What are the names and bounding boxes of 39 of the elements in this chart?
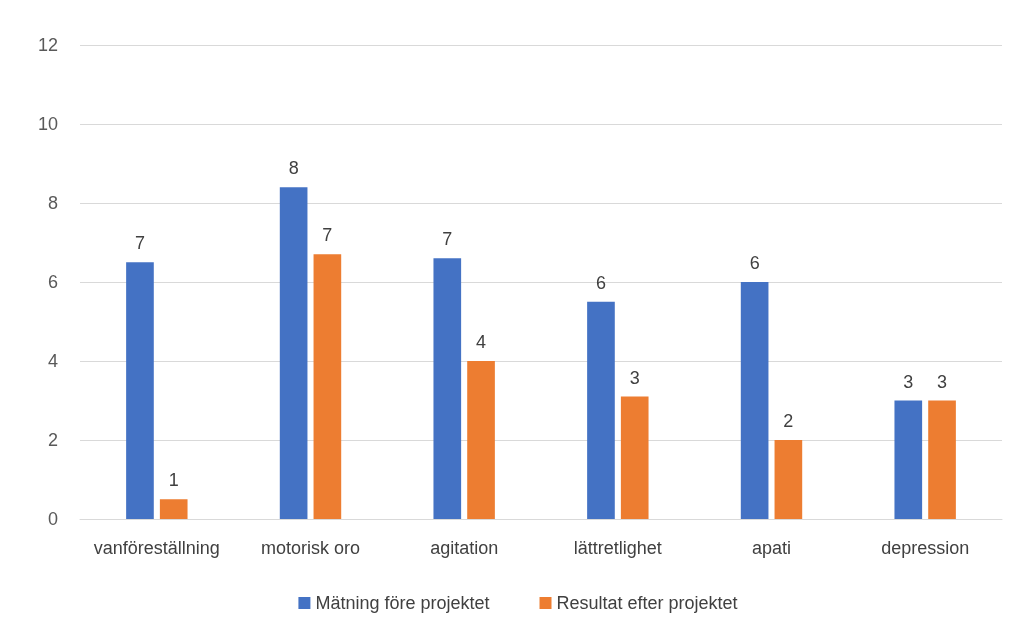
data-label: 2 xyxy=(783,411,794,431)
bar xyxy=(774,440,803,519)
y-tick-label: 10 xyxy=(37,114,58,134)
bar xyxy=(740,282,769,519)
data-label: 7 xyxy=(134,233,145,254)
x-tick-label: vanföreställning xyxy=(93,538,220,558)
bar xyxy=(126,262,154,519)
x-tick-label: lättretlighet xyxy=(573,538,662,558)
bar xyxy=(433,258,462,519)
legend-label: Mätning före projektet xyxy=(315,593,490,613)
bar xyxy=(928,400,956,519)
bar xyxy=(587,301,615,519)
y-tick-label: 4 xyxy=(47,351,58,371)
y-tick-label: 2 xyxy=(47,430,58,450)
bar xyxy=(894,400,923,519)
bar xyxy=(279,187,308,519)
data-label: 8 xyxy=(288,158,299,179)
data-label: 4 xyxy=(476,332,487,352)
y-tick-label: 8 xyxy=(47,193,58,213)
bar xyxy=(467,361,495,519)
data-label: 3 xyxy=(903,371,914,392)
data-label: 3 xyxy=(937,371,948,392)
y-tick-label: 12 xyxy=(37,35,58,55)
legend-label: Resultat efter projektet xyxy=(556,593,738,613)
bar xyxy=(620,396,649,519)
x-tick-label: motorisk oro xyxy=(260,538,361,558)
data-label: 3 xyxy=(629,367,640,388)
data-label: 7 xyxy=(442,229,453,250)
data-label: 1 xyxy=(168,470,179,491)
x-tick-label: apati xyxy=(751,538,792,558)
y-tick-label: 6 xyxy=(47,272,58,292)
bar xyxy=(313,254,342,519)
bar xyxy=(159,499,188,519)
x-tick-label: depression xyxy=(881,538,970,558)
y-tick-label: 0 xyxy=(47,509,58,529)
x-tick-label: agitation xyxy=(430,538,499,558)
data-label: 6 xyxy=(595,272,606,293)
data-label: 6 xyxy=(749,253,760,273)
data-label: 7 xyxy=(322,225,333,246)
